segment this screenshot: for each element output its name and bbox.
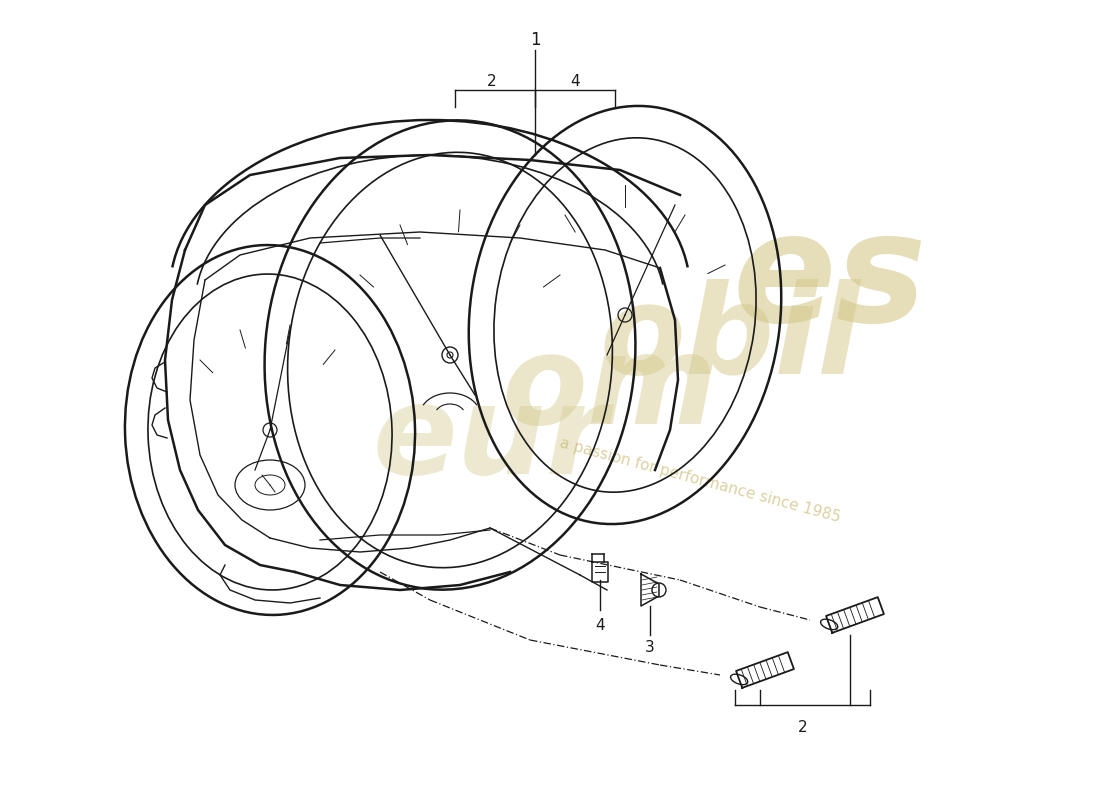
Text: 4: 4	[595, 618, 605, 633]
Text: 4: 4	[570, 74, 580, 90]
Text: eur: eur	[372, 379, 607, 501]
Text: 2: 2	[487, 74, 497, 90]
Text: 2: 2	[798, 719, 807, 734]
Text: obil: obil	[600, 279, 860, 401]
Text: a passion for performance since 1985: a passion for performance since 1985	[558, 435, 843, 525]
Text: 3: 3	[645, 641, 654, 655]
Text: om: om	[502, 330, 718, 450]
Text: es: es	[733, 206, 927, 354]
Text: 1: 1	[530, 31, 540, 49]
